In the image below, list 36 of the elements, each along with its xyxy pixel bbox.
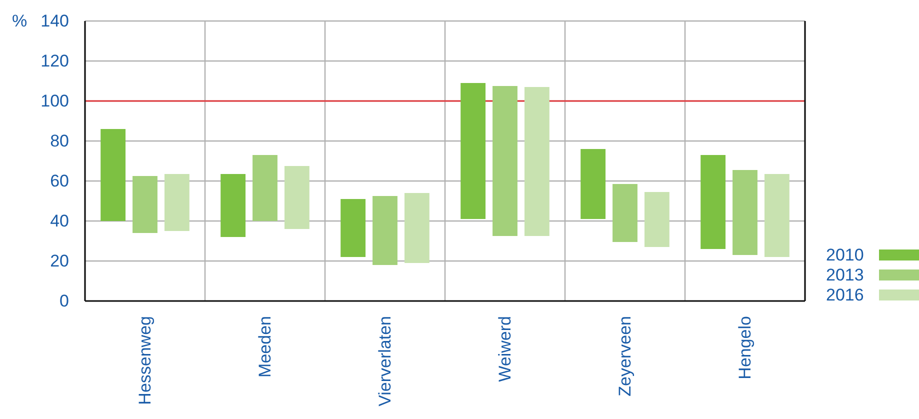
y-tick-label: 120 [40, 52, 69, 70]
y-axis-title: % [12, 12, 28, 30]
legend-label: 2013 [826, 266, 864, 284]
y-tick-label: 100 [40, 92, 69, 110]
bar [700, 155, 726, 249]
y-tick-label: 0 [60, 292, 69, 310]
bar [164, 174, 190, 231]
x-tick-label: Hengelo [736, 316, 754, 380]
bar [732, 170, 758, 255]
bar [220, 174, 246, 237]
bar [460, 83, 486, 219]
y-tick-label: 140 [40, 12, 69, 30]
bar [612, 184, 638, 242]
bar [132, 176, 158, 233]
legend-label: 2016 [826, 286, 864, 304]
y-tick-label: 60 [50, 172, 69, 190]
x-tick-label: Hessenweg [136, 316, 154, 405]
bar [580, 149, 606, 219]
y-tick-label: 20 [50, 252, 69, 270]
x-tick-label: Zeyerveen [616, 316, 634, 396]
bar [644, 192, 670, 247]
bar [100, 129, 126, 221]
bar [372, 196, 398, 265]
legend-label: 2010 [826, 246, 864, 264]
x-tick-label: Weiwerd [496, 316, 514, 382]
bar [524, 87, 550, 236]
bar [404, 193, 430, 263]
y-tick-label: 80 [50, 132, 69, 150]
bar [284, 166, 310, 229]
bar [764, 174, 790, 257]
bar [492, 86, 518, 236]
bar [340, 199, 366, 257]
x-tick-label: Meeden [256, 316, 274, 378]
x-tick-label: Vierverlaten [376, 316, 394, 406]
bar [252, 155, 278, 221]
y-tick-label: 40 [50, 212, 69, 230]
